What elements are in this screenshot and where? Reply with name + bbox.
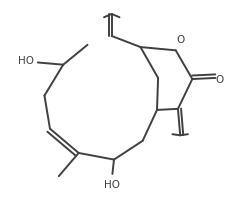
Text: HO: HO: [104, 180, 120, 190]
Text: HO: HO: [18, 56, 34, 66]
Text: O: O: [216, 75, 224, 85]
Text: O: O: [176, 35, 184, 45]
